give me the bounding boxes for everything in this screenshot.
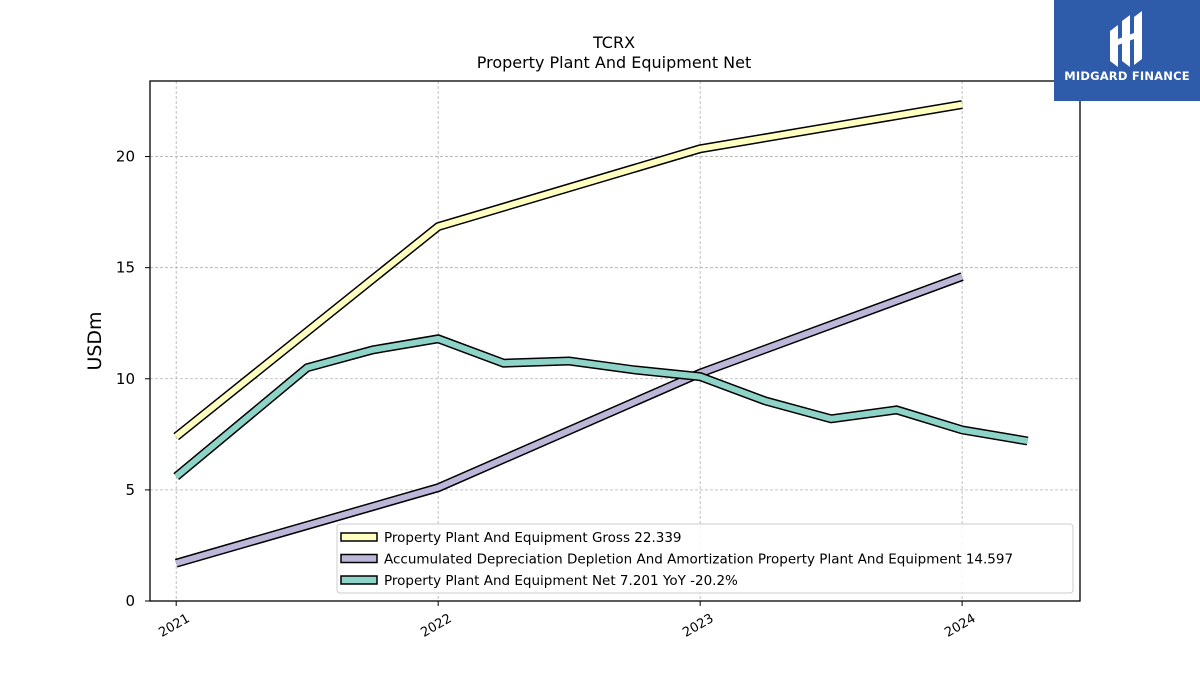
legend-frame: [336, 523, 1074, 594]
y-axis-label: USDm: [84, 311, 106, 370]
y-tick-label: 0: [125, 592, 135, 610]
series-3-line: [173, 334, 1029, 481]
series-1-line: [173, 100, 963, 441]
x-tick-label: 2022: [418, 611, 454, 641]
series-2-stroke: [175, 273, 964, 567]
x-tick-label: 2021: [156, 611, 192, 641]
legend-swatch-3: [340, 575, 378, 585]
logo-mark-icon: [1110, 11, 1142, 67]
legend-entry-1: Property Plant And Equipment Gross 22.33…: [384, 530, 682, 546]
series-3-stroke: [174, 335, 1029, 479]
series-3-outline: [173, 334, 1029, 481]
series-lines: [173, 100, 1029, 568]
plot-frame: [149, 80, 1081, 602]
y-tick-label: 15: [116, 259, 135, 277]
midgard-finance-logo: MIDGARD FINANCE: [1054, 0, 1200, 101]
legend: Property Plant And Equipment Gross 22.33…: [336, 523, 1074, 594]
legend-entry-2: Accumulated Depreciation Depletion And A…: [384, 552, 1013, 568]
x-tick-label: 2023: [680, 611, 716, 641]
series-1-stroke: [174, 101, 963, 439]
legend-entry-3: Property Plant And Equipment Net 7.201 Y…: [384, 573, 738, 589]
x-tick-label: 2024: [942, 611, 978, 641]
series-1-outline: [173, 100, 963, 441]
legend-swatch-2: [340, 553, 378, 564]
legend-swatch-1: [340, 532, 378, 542]
logo-text: MIDGARD FINANCE: [1064, 69, 1190, 83]
chart-title: TCRX: [592, 33, 635, 52]
series-2-line: [174, 272, 964, 568]
y-tick-label: 10: [116, 370, 135, 388]
chart-subtitle: Property Plant And Equipment Net: [477, 53, 752, 72]
y-tick-label: 5: [125, 481, 135, 499]
y-tick-label: 20: [116, 148, 135, 166]
